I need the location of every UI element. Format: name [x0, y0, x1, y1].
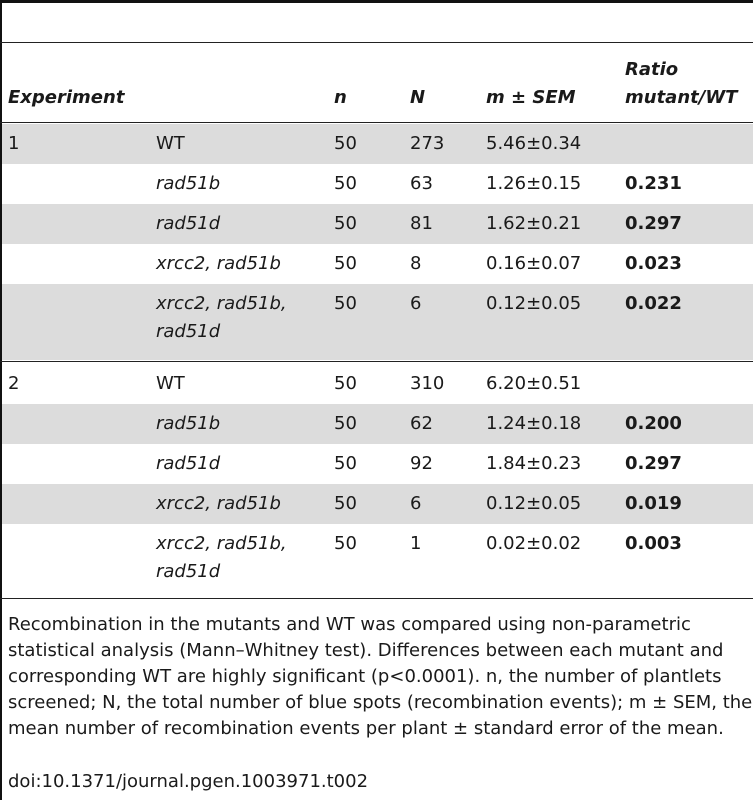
mean-sem-cell: 1.62±0.21	[486, 213, 582, 234]
N-cell: 62	[410, 413, 433, 434]
genotype-cell: xrcc2, rad51b,	[156, 533, 287, 554]
N-cell: 81	[410, 213, 433, 234]
table-row: 1 WT 50 273 5.46±0.34	[2, 124, 753, 164]
ratio-cell: 0.003	[625, 533, 682, 554]
table-bottom-rule	[0, 598, 753, 599]
table-row: rad51d 50 92 1.84±0.23 0.297	[2, 444, 753, 484]
N-cell: 92	[410, 453, 433, 474]
mean-sem-cell: 0.12±0.05	[486, 293, 582, 314]
N-cell: 273	[410, 133, 445, 154]
genotype-cell: xrcc2, rad51b	[156, 493, 281, 514]
genotype-cell: xrcc2, rad51b	[156, 253, 281, 274]
table-row: xrcc2, rad51b 50 6 0.12±0.05 0.019	[2, 484, 753, 524]
table-row: rad51b 50 63 1.26±0.15 0.231	[2, 164, 753, 204]
ratio-cell: 0.023	[625, 253, 682, 274]
mean-sem-cell: 1.26±0.15	[486, 173, 582, 194]
mean-sem-cell: 1.84±0.23	[486, 453, 582, 474]
header-N: N	[410, 87, 426, 108]
ratio-cell: 0.019	[625, 493, 682, 514]
genotype-cell: WT	[156, 373, 185, 394]
table-row: xrcc2, rad51b 50 8 0.16±0.07 0.023	[2, 244, 753, 284]
N-cell: 8	[410, 253, 422, 274]
table-row: 2 WT 50 310 6.20±0.51	[2, 364, 753, 404]
N-cell: 63	[410, 173, 433, 194]
ratio-cell: 0.022	[625, 293, 682, 314]
N-cell: 1	[410, 533, 422, 554]
group-separator-rule	[0, 361, 753, 362]
mean-sem-cell: 5.46±0.34	[486, 133, 582, 154]
header-ratio-line1: Ratio	[625, 59, 679, 80]
header-experiment: Experiment	[8, 87, 125, 108]
N-cell: 6	[410, 293, 422, 314]
mean-sem-cell: 0.16±0.07	[486, 253, 582, 274]
genotype-cell-line2: rad51d	[156, 561, 221, 582]
N-cell: 6	[410, 493, 422, 514]
genotype-cell: rad51d	[156, 453, 221, 474]
top-rule	[0, 0, 753, 3]
genotype-cell: xrcc2, rad51b,	[156, 293, 287, 314]
genotype-cell: rad51b	[156, 413, 221, 434]
table-footnote: Recombination in the mutants and WT was …	[8, 614, 753, 739]
n-cell: 50	[334, 253, 357, 274]
header-m-sem: m ± SEM	[486, 87, 576, 108]
ratio-cell: 0.200	[625, 413, 682, 434]
doi-line: doi:10.1371/journal.pgen.1003971.t002	[8, 771, 369, 792]
genotype-cell: WT	[156, 133, 185, 154]
n-cell: 50	[334, 533, 357, 554]
header-bottom-rule	[0, 122, 753, 123]
ratio-cell: 0.297	[625, 213, 682, 234]
header-ratio-line2: mutant/WT	[625, 87, 738, 108]
mean-sem-cell: 0.02±0.02	[486, 533, 582, 554]
n-cell: 50	[334, 293, 357, 314]
n-cell: 50	[334, 413, 357, 434]
experiment-cell: 2	[8, 373, 20, 394]
n-cell: 50	[334, 373, 357, 394]
n-cell: 50	[334, 493, 357, 514]
N-cell: 310	[410, 373, 445, 394]
n-cell: 50	[334, 133, 357, 154]
table-row: xrcc2, rad51b, rad51d 50 6 0.12±0.05 0.022	[2, 284, 753, 360]
mean-sem-cell: 6.20±0.51	[486, 373, 582, 394]
n-cell: 50	[334, 213, 357, 234]
mean-sem-cell: 1.24±0.18	[486, 413, 582, 434]
table-row: xrcc2, rad51b, rad51d 50 1 0.02±0.02 0.003	[2, 524, 753, 598]
table-row: rad51d 50 81 1.62±0.21 0.297	[2, 204, 753, 244]
ratio-cell: 0.231	[625, 173, 682, 194]
header-n: n	[334, 87, 347, 108]
ratio-cell: 0.297	[625, 453, 682, 474]
genotype-cell: rad51d	[156, 213, 221, 234]
mean-sem-cell: 0.12±0.05	[486, 493, 582, 514]
genotype-cell: rad51b	[156, 173, 221, 194]
experiment-cell: 1	[8, 133, 20, 154]
header-top-rule	[0, 42, 753, 43]
n-cell: 50	[334, 173, 357, 194]
left-border	[0, 0, 2, 800]
genotype-cell-line2: rad51d	[156, 321, 221, 342]
n-cell: 50	[334, 453, 357, 474]
table-row: rad51b 50 62 1.24±0.18 0.200	[2, 404, 753, 444]
